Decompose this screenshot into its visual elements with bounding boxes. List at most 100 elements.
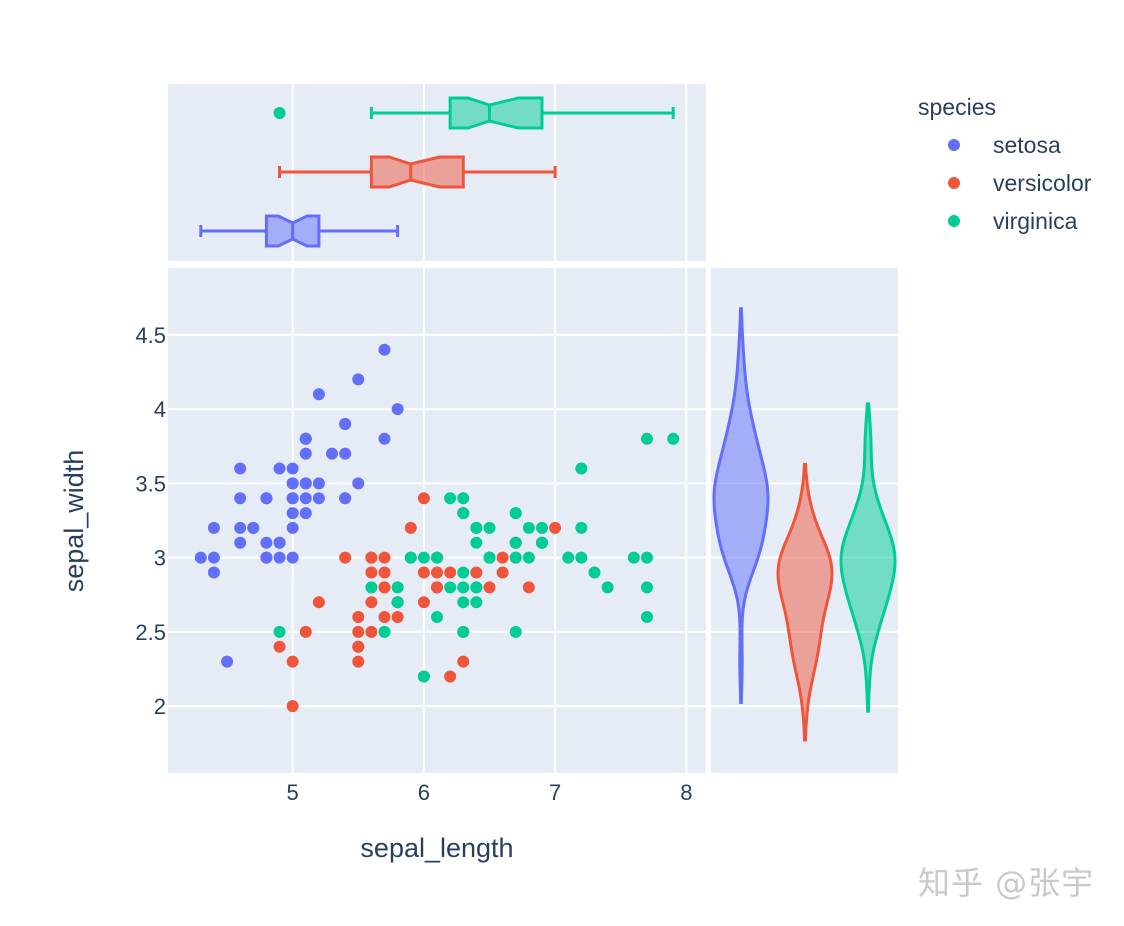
point-virginica xyxy=(431,611,443,624)
point-setosa xyxy=(352,373,365,386)
point-virginica xyxy=(522,551,535,564)
point-setosa xyxy=(312,477,325,490)
point-setosa xyxy=(273,536,286,549)
point-setosa xyxy=(312,492,325,505)
legend-marker-setosa xyxy=(948,139,960,151)
point-virginica xyxy=(470,521,483,534)
point-virginica xyxy=(378,625,391,638)
point-virginica xyxy=(457,596,470,609)
marginal-boxes xyxy=(199,96,675,248)
legend-item-versicolor[interactable]: versicolor xyxy=(948,170,1092,196)
point-virginica xyxy=(640,611,653,624)
axis-ticks: 5 6 7 8 2 2.5 3 3.5 4 4.5 xyxy=(135,323,692,805)
point-versicolor xyxy=(286,655,299,668)
point-versicolor xyxy=(444,566,457,579)
point-virginica xyxy=(273,625,286,638)
point-virginica xyxy=(365,581,378,594)
legend-title: species xyxy=(918,94,996,120)
x-tick-label: 7 xyxy=(549,780,561,805)
point-virginica xyxy=(509,551,522,564)
point-virginica xyxy=(444,492,457,505)
x-tick-label: 5 xyxy=(287,780,299,805)
legend-marker-versicolor xyxy=(948,177,960,189)
point-versicolor xyxy=(365,625,378,638)
point-setosa xyxy=(234,462,247,475)
scatter-points xyxy=(194,343,680,713)
x-tick-label: 6 xyxy=(418,780,430,805)
point-setosa xyxy=(352,477,365,490)
point-versicolor xyxy=(352,640,365,653)
point-setosa xyxy=(339,417,352,430)
point-virginica xyxy=(457,507,470,520)
y-tick-label: 3 xyxy=(154,546,166,571)
point-versicolor xyxy=(378,581,391,594)
point-virginica xyxy=(457,625,470,638)
point-setosa xyxy=(339,447,352,460)
point-versicolor xyxy=(286,700,299,713)
x-axis-title: sepal_length xyxy=(360,833,513,863)
point-versicolor xyxy=(483,581,496,594)
point-virginica xyxy=(483,551,496,564)
point-versicolor xyxy=(378,566,391,579)
legend-item-setosa[interactable]: setosa xyxy=(948,132,1061,158)
point-versicolor xyxy=(391,611,404,624)
marginal-violins xyxy=(712,307,897,742)
point-setosa xyxy=(260,551,273,564)
point-setosa xyxy=(286,507,299,520)
point-versicolor xyxy=(444,670,457,683)
point-setosa xyxy=(273,551,286,564)
violin-setosa xyxy=(712,307,770,705)
box-virginica xyxy=(448,96,544,130)
y-tick-label: 2 xyxy=(154,694,166,719)
point-virginica xyxy=(509,536,522,549)
point-virginica xyxy=(470,596,483,609)
point-virginica xyxy=(627,551,640,564)
point-virginica xyxy=(417,551,430,564)
point-versicolor xyxy=(312,596,325,609)
point-versicolor xyxy=(352,655,365,668)
point-setosa xyxy=(299,432,312,445)
point-virginica xyxy=(522,521,535,534)
point-setosa xyxy=(234,492,247,505)
point-versicolor xyxy=(457,655,470,668)
point-versicolor xyxy=(470,566,483,579)
point-versicolor xyxy=(522,581,535,594)
point-virginica xyxy=(601,581,614,594)
point-virginica xyxy=(640,581,653,594)
point-versicolor xyxy=(417,492,430,505)
point-versicolor xyxy=(339,551,352,564)
legend-marker-virginica xyxy=(948,215,960,227)
point-setosa xyxy=(273,462,286,475)
point-setosa xyxy=(234,536,247,549)
point-versicolor xyxy=(365,566,378,579)
point-virginica xyxy=(444,581,457,594)
point-setosa xyxy=(286,551,299,564)
point-virginica xyxy=(588,566,601,579)
point-virginica xyxy=(391,581,404,594)
point-virginica xyxy=(431,551,443,564)
y-axis-title: sepal_width xyxy=(59,450,89,593)
point-virginica xyxy=(457,566,470,579)
point-virginica xyxy=(575,521,588,534)
watermark: 知乎 @张宇 xyxy=(918,864,1095,902)
point-virginica xyxy=(391,596,404,609)
point-virginica xyxy=(535,521,548,534)
legend-item-virginica[interactable]: virginica xyxy=(948,208,1078,234)
point-versicolor xyxy=(496,551,509,564)
point-setosa xyxy=(312,388,325,401)
point-setosa xyxy=(378,432,391,445)
point-versicolor xyxy=(431,581,443,594)
point-setosa xyxy=(260,492,273,505)
point-virginica xyxy=(470,536,483,549)
point-versicolor xyxy=(549,521,562,534)
point-versicolor xyxy=(352,625,365,638)
point-virginica xyxy=(509,507,522,520)
x-tick-label: 8 xyxy=(680,780,692,805)
point-setosa xyxy=(286,521,299,534)
violin-versicolor xyxy=(776,462,834,742)
main-plot-area xyxy=(168,268,706,773)
point-virginica xyxy=(575,551,588,564)
point-virginica xyxy=(483,521,496,534)
point-setosa xyxy=(286,462,299,475)
point-setosa xyxy=(234,521,247,534)
